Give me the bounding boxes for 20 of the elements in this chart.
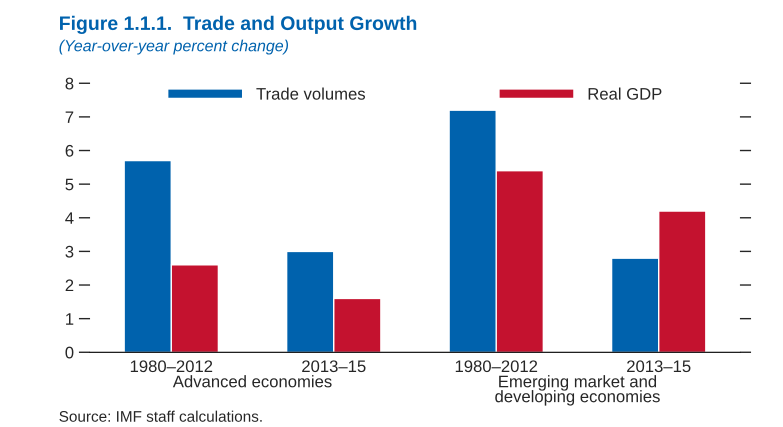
y-tick-label: 3 (65, 246, 74, 258)
x-tick-label: 1980–2012 (130, 360, 212, 372)
y-tick-label: 1 (66, 313, 74, 325)
legend-label: Trade volumes (256, 88, 366, 100)
legend-label: Real GDP (588, 88, 662, 100)
x-tick-label: 2013–15 (627, 360, 690, 372)
x-tick-label: 1980–2012 (456, 360, 538, 372)
chart-subtitle: (Year-over-year percent change) (59, 40, 288, 55)
y-tick-label: 2 (66, 279, 74, 292)
chart-title: Figure 1.1.1. Trade and Output Growth (60, 16, 416, 34)
source-note: Source: IMF staff calculations. (59, 410, 262, 422)
text: Advanced economies (172, 375, 332, 388)
y-tick-label: 4 (65, 212, 74, 224)
y-tick-label: 8 (66, 78, 74, 90)
text: Emerging market and developing economies (495, 375, 660, 406)
x-tick-label: 2013–15 (302, 360, 366, 372)
y-tick-label: 6 (66, 144, 74, 157)
y-tick-label: 7 (66, 111, 74, 123)
y-tick-label: 5 (65, 178, 74, 190)
y-tick-label: 0 (65, 346, 74, 358)
